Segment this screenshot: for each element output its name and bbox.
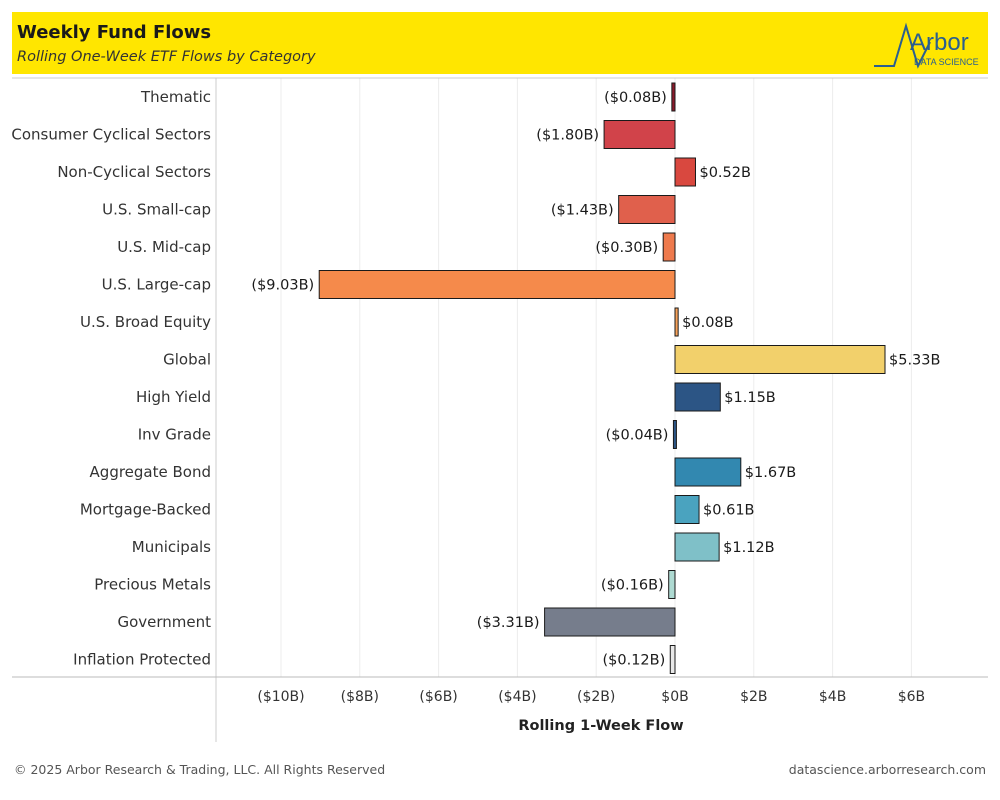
data-label: $5.33B: [889, 353, 940, 369]
category-label: U.S. Mid-cap: [117, 238, 211, 256]
x-tick-label: $2B: [740, 689, 767, 705]
data-label: ($0.12B): [602, 653, 665, 669]
bar: [618, 195, 676, 224]
data-label: $0.61B: [703, 503, 754, 519]
category-label: Consumer Cyclical Sectors: [11, 126, 211, 144]
category-label: U.S. Large-cap: [102, 276, 211, 294]
bar: [674, 382, 721, 412]
x-tick-label: $6B: [898, 689, 925, 705]
category-label: Mortgage-Backed: [80, 501, 211, 519]
bar: [671, 82, 676, 112]
logo-text: Arbor: [910, 29, 969, 56]
logo-mark: [874, 22, 931, 69]
frame-layer: [12, 77, 988, 742]
chart-title: Weekly Fund Flows: [17, 22, 212, 43]
category-label: Inflation Protected: [73, 651, 211, 669]
bar: [674, 532, 720, 562]
category-label: Global: [163, 351, 211, 369]
fund-flows-chart: ($10B) ($8B) ($6B) ($4B) ($2B) $0B $2B $4B $6B Th…: [11, 77, 988, 742]
category-label: U.S. Small-cap: [102, 201, 211, 219]
bar: [674, 307, 679, 337]
category-label: Non-Cyclical Sectors: [57, 163, 211, 181]
bar: [318, 270, 676, 299]
category-label: High Yield: [136, 388, 211, 406]
chart-subtitle: Rolling One-Week ETF Flows by Category: [17, 49, 316, 65]
category-label: Thematic: [140, 88, 211, 106]
data-label: $0.52B: [699, 165, 750, 181]
category-label: Aggregate Bond: [90, 463, 211, 481]
data-label: ($1.80B): [536, 128, 599, 144]
bar: [662, 232, 676, 262]
x-tick-label: ($8B): [341, 689, 379, 705]
data-label: ($0.16B): [601, 578, 664, 594]
x-tick-label: ($4B): [498, 689, 536, 705]
x-tick-label: ($10B): [257, 689, 304, 705]
x-tick-label: ($2B): [577, 689, 615, 705]
bar: [674, 157, 696, 187]
bar: [668, 570, 676, 599]
bar: [674, 495, 700, 524]
category-label: Precious Metals: [94, 576, 211, 594]
bar: [674, 345, 886, 374]
bar: [672, 420, 677, 449]
category-label: U.S. Broad Equity: [80, 313, 211, 331]
data-label: ($3.31B): [477, 615, 540, 631]
website-link[interactable]: datascience.arborresearch.com: [788, 762, 986, 777]
data-label: $0.08B: [682, 315, 733, 331]
bar: [674, 457, 742, 487]
bar: [544, 607, 676, 637]
arbor-logo: Arbor DATA SCIENCE: [874, 22, 979, 69]
data-label: ($0.30B): [595, 240, 658, 256]
data-label: ($9.03B): [251, 278, 314, 294]
bars-layer: [318, 82, 886, 674]
data-label: $1.15B: [724, 390, 775, 406]
x-tick-label: $4B: [819, 689, 846, 705]
grid-layer: [280, 78, 912, 677]
category-label: Municipals: [132, 538, 211, 556]
data-label: $1.67B: [745, 465, 796, 481]
header-banner: Weekly Fund Flows Rolling One-Week ETF F…: [12, 12, 988, 74]
category-label: Government: [117, 613, 211, 631]
data-label: ($1.43B): [551, 203, 614, 219]
data-label: $1.12B: [723, 540, 774, 556]
bar: [603, 120, 676, 149]
x-tick-label: $0B: [661, 689, 688, 705]
data-label: ($0.04B): [606, 428, 669, 444]
data-label: ($0.08B): [604, 90, 667, 106]
x-tick-label: ($6B): [419, 689, 457, 705]
logo-subtext: DATA SCIENCE: [914, 57, 979, 67]
labels-layer: ($10B) ($8B) ($6B) ($4B) ($2B) $0B $2B $4B $6B Th…: [11, 88, 940, 705]
bar: [669, 645, 676, 674]
copyright-text: © 2025 Arbor Research & Trading, LLC. Al…: [14, 762, 386, 777]
x-axis-title: Rolling 1-Week Flow: [518, 718, 683, 734]
category-label: Inv Grade: [138, 426, 211, 444]
